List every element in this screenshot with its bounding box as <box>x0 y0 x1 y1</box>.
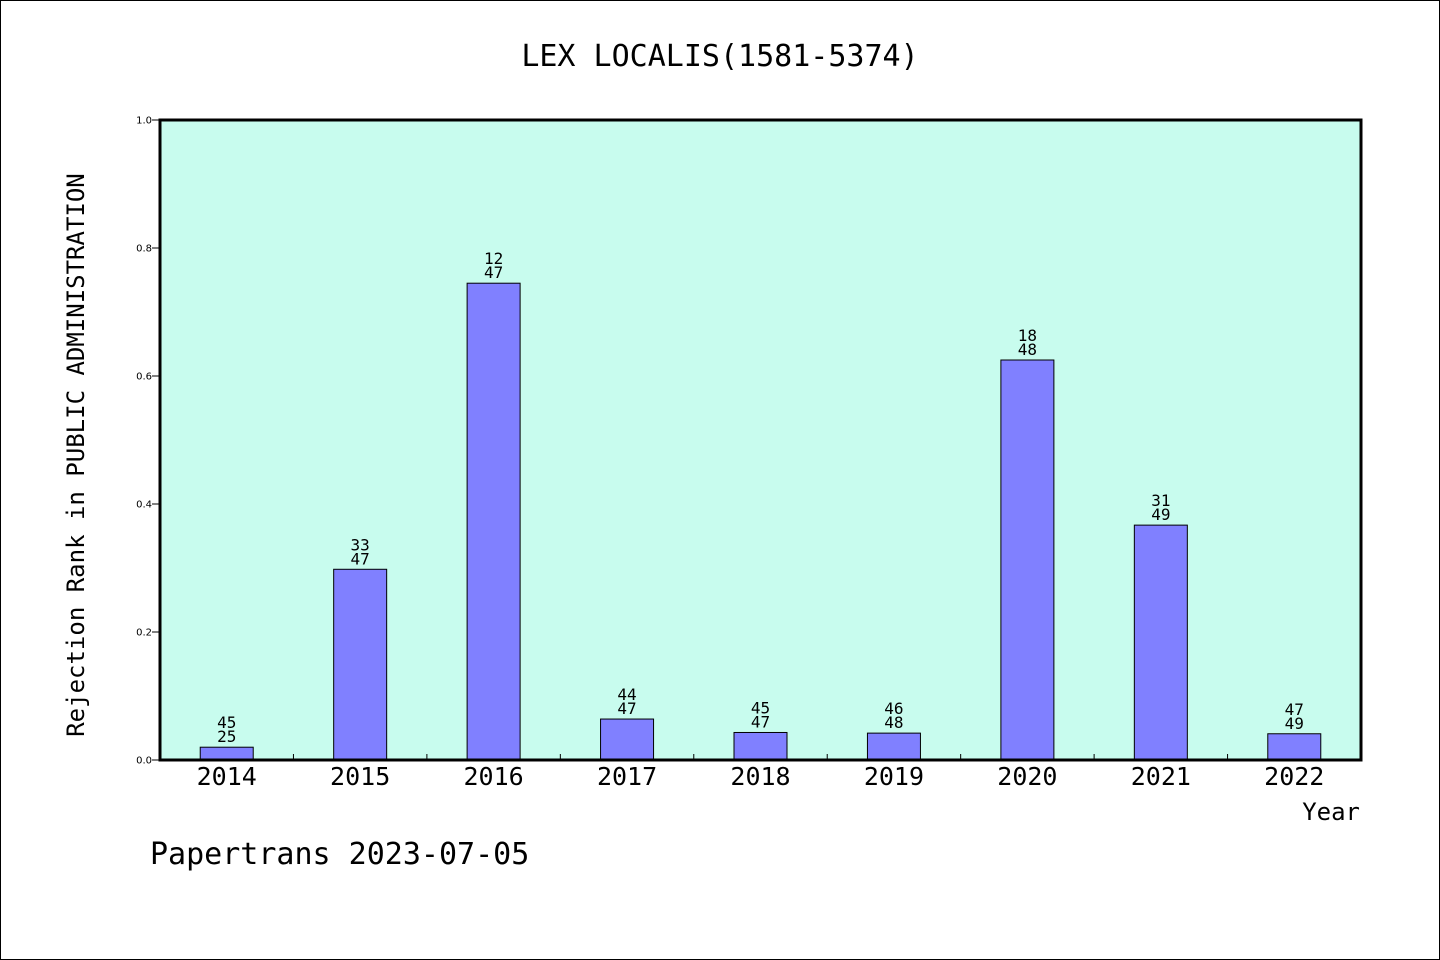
y-tick-label: 0.8 <box>136 244 152 255</box>
bars <box>199 282 1322 761</box>
bar-label-top: 33 <box>351 535 370 554</box>
plot-border <box>158 118 1363 762</box>
x-tick-label: 2015 <box>330 762 390 791</box>
footer-watermark: Papertrans 2023-07-05 <box>150 837 529 872</box>
y-tick-label: 0.6 <box>136 372 152 383</box>
x-tick-label: 2018 <box>730 762 790 791</box>
bar-2017 <box>600 718 655 761</box>
y-axis-title: Rejection Rank in PUBLIC ADMINISTRATION <box>62 173 90 737</box>
bar-2020 <box>1000 359 1055 761</box>
x-tick-label: 2020 <box>997 762 1057 791</box>
bar-label-bottom: 47 <box>351 549 370 568</box>
bar-label-top: 31 <box>1151 491 1170 510</box>
x-tick-label: 2016 <box>464 762 524 791</box>
bar-label-bottom: 47 <box>484 263 503 282</box>
bar-label-bottom: 49 <box>1285 714 1304 733</box>
bar-2014 <box>199 746 254 761</box>
bar-2019 <box>866 732 921 761</box>
bar-label-top: 44 <box>617 685 636 704</box>
bar-2018 <box>733 731 788 761</box>
x-tick-label: 2019 <box>864 762 924 791</box>
x-tick-label: 2021 <box>1131 762 1191 791</box>
bar-label-top: 46 <box>884 699 903 718</box>
bar-label-bottom: 47 <box>751 712 770 731</box>
bar-label-bottom: 48 <box>1018 340 1037 359</box>
bar-label-bottom: 25 <box>217 727 236 746</box>
bar-label-bottom: 48 <box>884 713 903 732</box>
chart-title: LEX LOCALIS(1581-5374) <box>521 39 918 74</box>
y-tick-label: 0.4 <box>136 500 152 511</box>
bar-label-bottom: 47 <box>617 699 636 718</box>
bar-label-top: 45 <box>217 713 236 732</box>
bar-2022 <box>1267 733 1322 761</box>
bar-label-top: 18 <box>1018 326 1037 345</box>
x-axis-title: Year <box>1302 798 1360 826</box>
y-tick-label: 0.2 <box>136 628 152 639</box>
bar-label-top: 47 <box>1285 700 1304 719</box>
x-tick-label: 2017 <box>597 762 657 791</box>
bar-2016 <box>466 282 521 761</box>
y-tick-label: 0.0 <box>136 756 152 767</box>
bar-label-bottom: 49 <box>1151 505 1170 524</box>
y-tick-label: 1.0 <box>136 116 152 127</box>
bar-label-top: 12 <box>484 249 503 268</box>
x-axis: 2014 2015 2016 2017 2018 2019 2020 2021 2022 <box>197 754 1324 791</box>
y-axis: 0.0 0.2 0.4 0.6 0.8 1.0 <box>136 116 160 767</box>
bar-2015 <box>333 568 388 761</box>
x-tick-label: 2022 <box>1264 762 1324 791</box>
bar-label-top: 45 <box>751 698 770 717</box>
bar-2021 <box>1133 524 1188 761</box>
x-tick-label: 2014 <box>197 762 257 791</box>
